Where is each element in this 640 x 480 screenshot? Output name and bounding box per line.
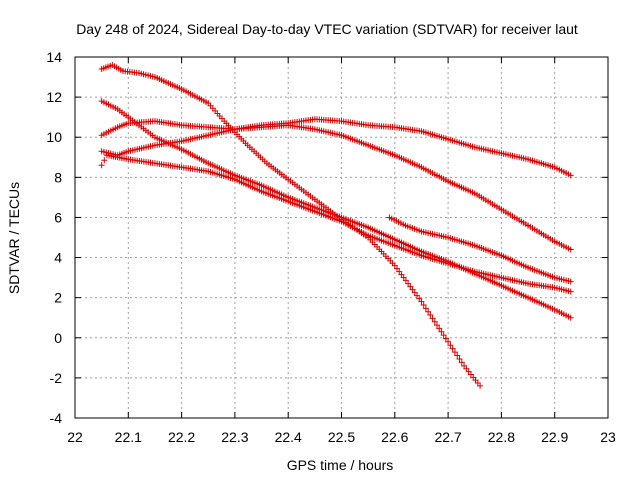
- data-point: [436, 325, 443, 332]
- series-track-1: [98, 62, 484, 389]
- x-tick-label: 22.5: [328, 429, 355, 445]
- chart-title: Day 248 of 2024, Sidereal Day-to-day VTE…: [76, 21, 578, 37]
- y-tick-label: -2: [50, 370, 63, 386]
- data-point: [433, 322, 440, 329]
- data-point: [438, 328, 445, 335]
- data-point: [101, 157, 108, 164]
- data-point: [456, 355, 463, 362]
- series-track-3: [98, 118, 574, 253]
- data-point: [416, 295, 423, 302]
- data-point: [445, 338, 452, 345]
- data-point: [409, 286, 416, 293]
- x-tick-label: 22.7: [434, 429, 461, 445]
- data-point: [451, 349, 458, 356]
- y-tick-label: 0: [54, 330, 62, 346]
- y-tick-label: 8: [54, 169, 62, 185]
- data-point: [447, 342, 454, 349]
- y-tick-label: 10: [46, 129, 62, 145]
- data-point: [567, 288, 574, 295]
- x-tick-label: 22: [67, 429, 83, 445]
- series-track-4: [98, 116, 574, 179]
- y-tick-label: 2: [54, 290, 62, 306]
- data-point: [427, 312, 434, 319]
- x-tick-label: 23: [600, 429, 616, 445]
- x-tick-label: 22.3: [221, 429, 248, 445]
- data-point: [429, 315, 436, 322]
- y-tick-label: -4: [50, 410, 63, 426]
- data-point: [418, 298, 425, 305]
- x-tick-label: 22.9: [541, 429, 568, 445]
- y-axis-label: SDTVAR / TECUs: [6, 182, 22, 294]
- data-point: [477, 382, 484, 389]
- y-tick-label: 14: [46, 49, 62, 65]
- axis-ticks: 22 22.1 22.2 22.3 22.4 22.5 22.6 22.7 22.8 22.9 23…: [46, 49, 616, 445]
- data-point: [402, 277, 409, 284]
- grid-lines: [75, 57, 608, 418]
- data-point: [98, 162, 105, 169]
- x-tick-label: 22.2: [168, 429, 195, 445]
- data-point: [391, 262, 398, 269]
- data-point: [458, 359, 465, 366]
- data-point: [422, 305, 429, 312]
- data-point: [567, 314, 574, 321]
- y-tick-label: 12: [46, 89, 62, 105]
- x-tick-label: 22.4: [275, 429, 302, 445]
- x-tick-label: 22.1: [115, 429, 142, 445]
- data-point: [400, 274, 407, 281]
- series-track-5: [98, 152, 574, 295]
- data-point: [411, 289, 418, 296]
- data-point: [454, 352, 461, 359]
- data-point: [405, 280, 412, 287]
- series-track-6: [386, 214, 574, 285]
- x-axis-label: GPS time / hours: [287, 457, 394, 473]
- data-point: [425, 308, 432, 315]
- data-point: [420, 302, 427, 309]
- y-tick-label: 6: [54, 209, 62, 225]
- data-points: [98, 62, 574, 389]
- data-point: [567, 278, 574, 285]
- data-point: [442, 335, 449, 342]
- data-point: [567, 172, 574, 179]
- data-point: [396, 268, 403, 275]
- data-point: [440, 332, 447, 339]
- y-tick-label: 4: [54, 250, 62, 266]
- data-point: [449, 345, 456, 352]
- data-point: [414, 292, 421, 299]
- data-point: [431, 318, 438, 325]
- x-tick-label: 22.8: [488, 429, 515, 445]
- data-point: [567, 246, 574, 253]
- data-point: [407, 283, 414, 290]
- x-tick-label: 22.6: [381, 429, 408, 445]
- data-point: [394, 265, 401, 272]
- data-point: [398, 271, 405, 278]
